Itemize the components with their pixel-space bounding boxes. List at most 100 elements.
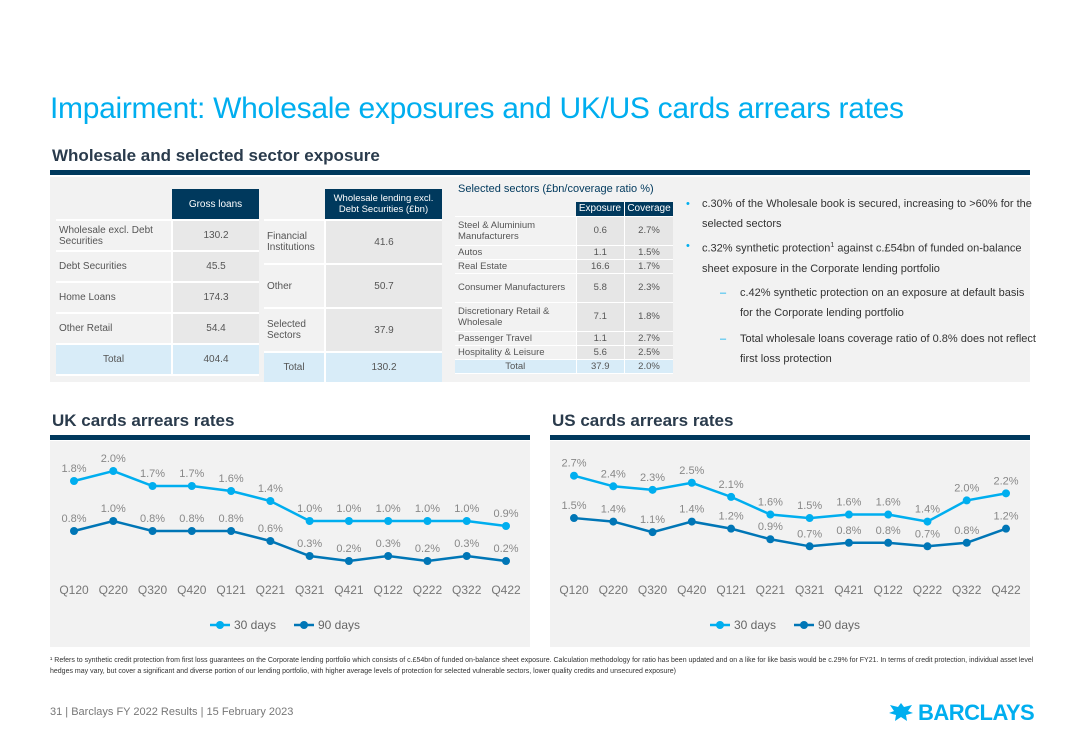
data-point xyxy=(344,557,353,565)
legend-label: 90 days xyxy=(818,618,860,632)
page-footer: 31 | Barclays FY 2022 Results | 15 Febru… xyxy=(50,706,294,718)
us-chart-divider xyxy=(550,435,1030,440)
series-line-30-days xyxy=(573,474,1007,523)
page-title: Impairment: Wholesale exposures and UK/U… xyxy=(50,92,904,125)
data-point xyxy=(187,482,196,490)
data-point xyxy=(227,527,236,535)
data-label: 1.4% xyxy=(915,504,940,516)
eagle-icon xyxy=(889,703,913,721)
bullet-dot-icon: • xyxy=(686,240,690,252)
coverage-value: 1.7% xyxy=(624,259,673,274)
data-point xyxy=(570,471,578,480)
data-point xyxy=(648,528,657,537)
dash-icon: – xyxy=(720,332,727,345)
bullet-text: c.32% synthetic protection xyxy=(702,242,831,255)
x-tick-label: Q221 xyxy=(756,583,786,597)
bullet-text: against c.£54bn of funded on-balance she… xyxy=(702,242,1022,275)
data-label: 1.0% xyxy=(376,503,401,515)
row-label: Debt Securities xyxy=(56,251,172,283)
row-value: 50.7 xyxy=(324,264,442,309)
legend-marker xyxy=(800,621,808,629)
data-point xyxy=(923,517,932,526)
data-label: 1.2% xyxy=(719,511,744,523)
data-label: 1.1% xyxy=(640,514,665,526)
data-point xyxy=(187,527,196,535)
data-point xyxy=(148,482,157,490)
data-point xyxy=(727,492,736,501)
x-tick-label: Q122 xyxy=(874,583,904,597)
data-point xyxy=(609,517,618,526)
x-tick-label: Q320 xyxy=(638,583,668,597)
total-coverage: 2.0% xyxy=(624,359,673,374)
gross-loans-table: Gross loans Wholesale excl. Debt Securit… xyxy=(56,189,259,376)
data-label: 0.2% xyxy=(336,543,361,555)
bullet-text: c.30% of the Wholesale book is secured, … xyxy=(702,198,1032,230)
uk-chart-title: UK cards arrears rates xyxy=(52,411,235,430)
x-tick-label: Q320 xyxy=(138,583,168,597)
data-label: 1.0% xyxy=(101,503,126,515)
dash-icon: – xyxy=(720,286,727,299)
data-label: 1.4% xyxy=(601,504,626,516)
row-value: 37.9 xyxy=(324,308,442,353)
data-point xyxy=(462,552,471,560)
exposure-value: 5.8 xyxy=(575,273,625,303)
data-point xyxy=(148,527,157,535)
data-point xyxy=(884,538,893,547)
sub-bullet-text: c.42% synthetic protection on an exposur… xyxy=(740,286,1025,319)
footnote-ref: 1 xyxy=(830,242,835,249)
data-label: 0.9% xyxy=(493,508,518,520)
series-line-90-days xyxy=(573,516,1007,548)
data-label: 0.8% xyxy=(954,525,979,537)
data-point xyxy=(1002,524,1010,533)
data-label: 2.3% xyxy=(640,472,665,484)
x-tick-label: Q422 xyxy=(491,583,521,597)
sector-label: Passenger Travel xyxy=(455,331,576,346)
coverage-value: 2.5% xyxy=(624,345,673,360)
row-label: Selected Sectors xyxy=(264,308,325,353)
legend-label: 90 days xyxy=(318,618,360,632)
data-point xyxy=(766,535,775,544)
data-point xyxy=(609,482,618,491)
data-point xyxy=(384,552,393,560)
data-label: 0.8% xyxy=(179,513,204,525)
coverage-value: 2.7% xyxy=(624,331,673,346)
data-label: 1.6% xyxy=(758,497,783,509)
data-point xyxy=(344,517,353,525)
data-point xyxy=(305,517,314,525)
bullet-dot-icon: • xyxy=(686,198,690,210)
legend-marker xyxy=(300,621,308,629)
data-label: 2.5% xyxy=(679,465,704,477)
coverage-value: 2.7% xyxy=(624,216,673,246)
sector-label: Consumer Manufacturers xyxy=(455,273,576,303)
us-arrears-chart: 2.7% 2.4% 2.3% 2.5% 2.1% 1.6% 1.5% 1.6% 1.6% 1.4%… xyxy=(559,458,1021,632)
data-label: 1.0% xyxy=(297,503,322,515)
selected-sectors-table: Exposure Coverage Steel & Aluminium Manu… xyxy=(455,202,673,374)
data-label: 0.2% xyxy=(415,543,440,555)
data-label: 1.7% xyxy=(140,468,165,480)
data-point xyxy=(1002,489,1010,498)
row-label: Other Retail xyxy=(56,313,172,345)
data-point xyxy=(266,537,275,545)
data-point xyxy=(502,557,510,565)
total-label: Total xyxy=(56,344,172,376)
data-label: 2.0% xyxy=(101,453,126,465)
data-point xyxy=(570,514,578,523)
data-point xyxy=(884,510,893,519)
coverage-value: 1.8% xyxy=(624,302,673,332)
x-tick-label: Q420 xyxy=(677,583,707,597)
data-point xyxy=(766,510,775,519)
data-point xyxy=(502,522,510,530)
x-tick-label: Q321 xyxy=(295,583,325,597)
x-tick-label: Q421 xyxy=(834,583,864,597)
data-label: 0.8% xyxy=(61,513,86,525)
data-label: 1.7% xyxy=(179,468,204,480)
data-label: 1.6% xyxy=(876,497,901,509)
row-label: Other xyxy=(264,264,325,309)
x-tick-label: Q222 xyxy=(413,583,443,597)
x-tick-label: Q321 xyxy=(795,583,825,597)
row-value: 41.6 xyxy=(324,220,442,265)
data-label: 0.3% xyxy=(454,538,479,550)
row-value: 174.3 xyxy=(171,282,259,314)
data-label: 0.9% xyxy=(758,521,783,533)
footnote: ¹ Refers to synthetic credit protection … xyxy=(50,657,1034,675)
